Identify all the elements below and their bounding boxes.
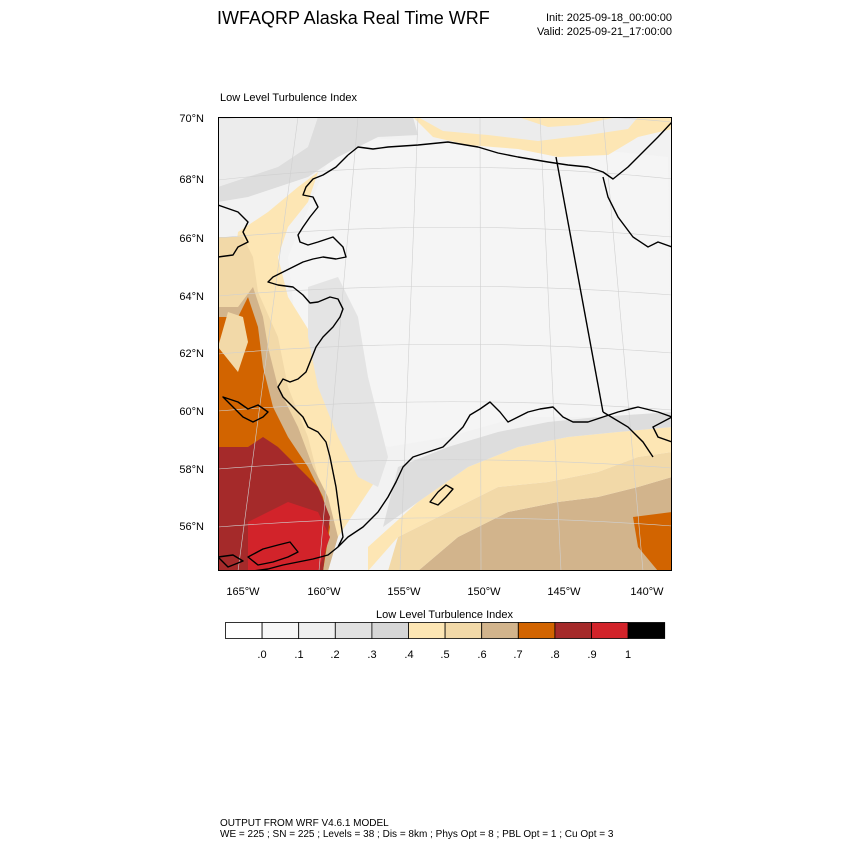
coastal-gray-field [308, 277, 388, 487]
aleutian-west [218, 554, 244, 568]
colorbar-label-7: .7 [513, 649, 523, 661]
colorbar-swatch-3 [334, 622, 373, 639]
colorbar-label-0: .0 [257, 649, 267, 661]
colorbar-swatch-1 [261, 622, 300, 639]
lon-label-140: 140°W [630, 586, 664, 598]
peninsula-coast [252, 546, 339, 571]
colorbar-swatch-10 [591, 622, 629, 639]
colorbar-label-3: .3 [367, 649, 377, 661]
coastlines [218, 121, 672, 571]
colorbar-label-8: .8 [550, 649, 560, 661]
init-time: Init: 2025-09-18_00:00:00 [546, 12, 672, 24]
colorbar-title: Low Level Turbulence Index [376, 609, 513, 621]
lat-label-64: 64°N [179, 291, 204, 303]
lat-label-60: 60°N [179, 406, 204, 418]
lon-label-150: 150°W [467, 586, 501, 598]
alaska-canada-border [555, 156, 604, 413]
panhandle-border [602, 411, 654, 458]
arctic-nw-light [218, 117, 318, 187]
colorbar-label-4: .4 [404, 649, 414, 661]
gulf-orange-patch [633, 512, 672, 571]
footer-model: OUTPUT FROM WRF V4.6.1 MODEL [220, 818, 389, 829]
colorbar-swatch-4 [371, 622, 409, 639]
lon-label-155: 155°W [387, 586, 421, 598]
chart-title: IWFAQRP Alaska Real Time WRF [217, 8, 490, 28]
colorbar-label-5: .5 [440, 649, 450, 661]
arctic-gray-patch [418, 117, 638, 141]
colorbar-label-9: .9 [587, 649, 597, 661]
colorbar-swatch-7 [481, 622, 519, 639]
nunivak-island [222, 396, 269, 423]
yukon-border [602, 176, 672, 248]
gulf-brown-band [418, 477, 672, 571]
colorbar-swatch-9 [554, 622, 592, 639]
seward-peninsula-coast [218, 204, 249, 258]
bering-red-band [248, 502, 330, 571]
lat-label-56: 56°N [179, 521, 204, 533]
south-coastline [337, 401, 672, 548]
kodiak-island [429, 484, 454, 506]
lat-label-68: 68°N [179, 174, 204, 186]
aleutian-islands [247, 541, 299, 566]
lat-label-66: 66°N [179, 233, 204, 245]
lat-label-58: 58°N [179, 464, 204, 476]
valid-time: Valid: 2025-09-21_17:00:00 [537, 26, 672, 38]
colorbar-swatch-2 [298, 622, 336, 639]
turbulence-map [218, 117, 672, 571]
gulf-gray-band [383, 412, 672, 527]
colorbar-swatch-0 [225, 622, 263, 639]
bering-small-tan [218, 312, 248, 372]
lon-label-160: 160°W [307, 586, 341, 598]
gulf-tan-band [388, 452, 672, 571]
colorbar-swatch-5 [408, 622, 446, 639]
colorbar [225, 622, 666, 639]
colorbar-swatch-6 [444, 622, 483, 639]
map-subtitle: Low Level Turbulence Index [220, 92, 357, 104]
west-coastline [267, 154, 349, 548]
north-coastline [347, 121, 672, 180]
lat-label-62: 62°N [179, 348, 204, 360]
panhandle-coast [652, 416, 672, 443]
lon-label-165: 165°W [226, 586, 260, 598]
colorbar-swatch-11 [627, 622, 666, 639]
colorbar-label-6: .6 [477, 649, 487, 661]
map-frame [218, 117, 672, 571]
lon-label-145: 145°W [547, 586, 581, 598]
colorbar-label-1: .1 [294, 649, 304, 661]
footer-config: WE = 225 ; SN = 225 ; Levels = 38 ; Dis … [220, 829, 614, 840]
colorbar-swatch-8 [517, 622, 556, 639]
colorbar-label-2: .2 [330, 649, 340, 661]
lat-label-70: 70°N [179, 113, 204, 125]
borders [555, 156, 672, 458]
interior-land-field [288, 137, 672, 447]
colorbar-label-10: 1 [624, 649, 632, 661]
